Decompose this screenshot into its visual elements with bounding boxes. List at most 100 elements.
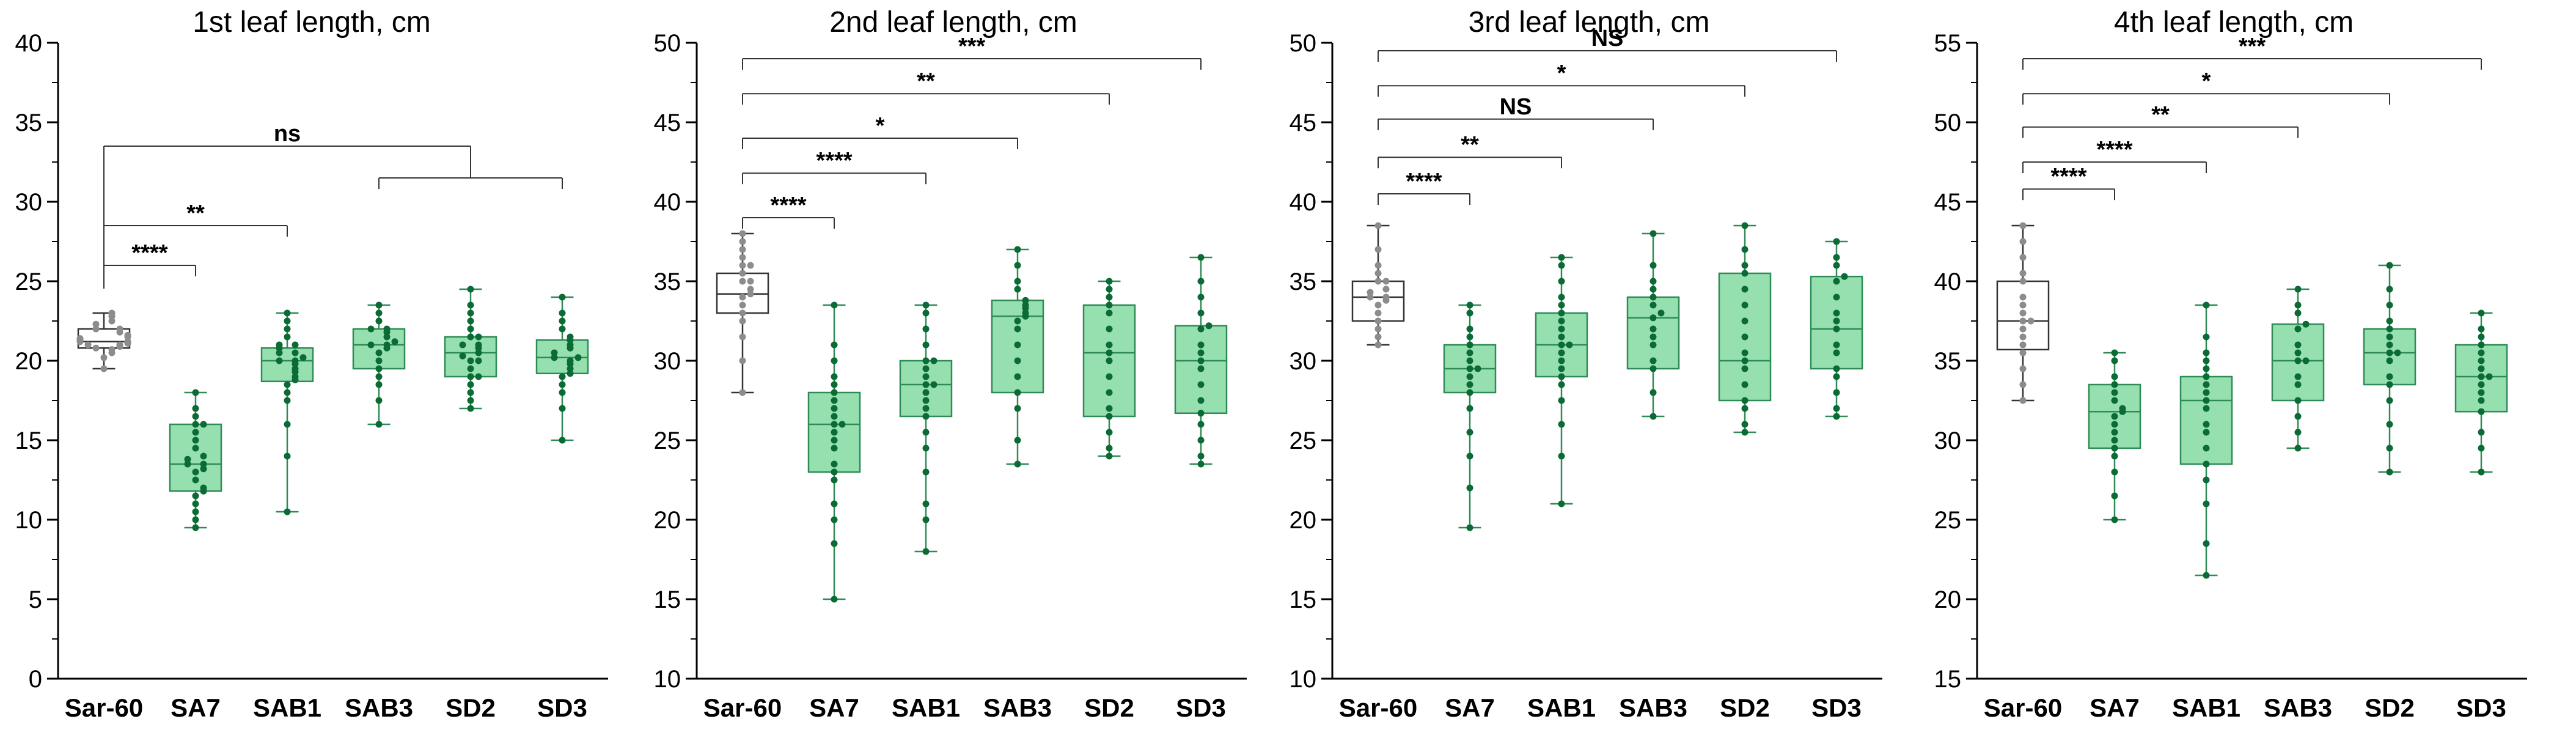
data-point [467, 286, 474, 293]
significance-label: *** [958, 34, 986, 59]
data-point [2203, 476, 2210, 484]
data-point [1197, 293, 1205, 301]
x-category-label: SAB1 [892, 693, 960, 722]
data-point [459, 352, 466, 360]
x-category-label: SD2 [446, 693, 496, 722]
data-point [1106, 373, 1113, 380]
data-point [1106, 278, 1113, 285]
data-point [1649, 286, 1657, 293]
data-point [2294, 349, 2302, 356]
data-point [1106, 413, 1113, 420]
data-point [1833, 309, 1840, 317]
y-tick-label: 45 [654, 109, 681, 136]
data-point [922, 325, 930, 333]
box-SD3 [1174, 254, 1228, 468]
data-point [930, 381, 938, 388]
y-tick-label: 35 [1290, 268, 1317, 295]
box-SD2 [2363, 262, 2416, 476]
data-point [1741, 381, 1749, 388]
data-point [467, 405, 474, 412]
data-point [922, 365, 930, 372]
data-point [284, 317, 291, 325]
data-point [2386, 301, 2393, 309]
data-point [467, 389, 474, 396]
data-point [559, 293, 566, 301]
data-point [100, 354, 108, 361]
data-point [2019, 238, 2027, 245]
data-point [922, 309, 930, 317]
data-point [292, 365, 299, 372]
data-point [2203, 357, 2210, 364]
data-point [831, 397, 838, 404]
data-point [574, 354, 582, 361]
data-point [108, 317, 116, 325]
data-point [1382, 278, 1390, 285]
data-point [2478, 408, 2485, 415]
box-SA7 [169, 389, 222, 531]
data-point [1558, 325, 1565, 333]
data-point [922, 397, 930, 404]
data-point [1205, 322, 1213, 330]
data-point [1106, 389, 1113, 396]
data-point [1466, 429, 1473, 436]
data-point [922, 405, 930, 412]
y-tick-label: 20 [15, 348, 43, 375]
x-category-label: SA7 [809, 693, 859, 722]
data-point [375, 301, 383, 309]
data-point [831, 596, 838, 603]
data-point [1022, 297, 1029, 304]
data-point [831, 373, 838, 380]
data-point [1014, 405, 1021, 412]
significance-bracket: ** [1378, 132, 1562, 169]
data-point [192, 468, 199, 476]
data-point [192, 437, 199, 444]
data-point [2294, 286, 2302, 293]
data-point [459, 341, 466, 349]
panel-2nd-leaf: 2nd leaf length, cm 10 15 20 25 30 35 40 45 50 Sa… [654, 6, 1247, 722]
data-point [108, 346, 116, 353]
data-point [284, 508, 291, 515]
data-point [2203, 365, 2210, 372]
y-tick-label: 50 [1290, 30, 1317, 57]
y-tick-label: 20 [1290, 507, 1317, 534]
significance-label: **** [131, 240, 167, 266]
data-point [1106, 286, 1113, 293]
data-point [1741, 397, 1749, 404]
data-point [184, 456, 191, 463]
data-point [831, 413, 838, 420]
data-point [1014, 262, 1021, 269]
data-point [2294, 429, 2302, 436]
significance-bracket: ns [103, 121, 563, 289]
data-point [475, 349, 482, 356]
data-point [1558, 278, 1565, 285]
y-tick-label: 10 [654, 666, 681, 693]
data-point [1558, 397, 1565, 404]
data-point [367, 325, 375, 333]
box-SD2 [1718, 222, 1772, 436]
x-category-label: Sar-60 [1339, 693, 1417, 722]
data-point [375, 317, 383, 325]
data-point [2019, 317, 2027, 325]
data-point [1022, 301, 1029, 309]
data-point [1741, 246, 1749, 253]
data-point [567, 333, 574, 341]
data-point [1014, 286, 1021, 293]
data-point [2203, 500, 2210, 507]
data-point [2478, 389, 2485, 396]
x-category-label: SD2 [1720, 693, 1770, 722]
y-tick-label: 35 [15, 109, 43, 136]
data-point [1649, 325, 1657, 333]
data-point [739, 270, 746, 277]
data-point [1558, 262, 1565, 269]
data-point [284, 333, 291, 341]
data-point [1558, 365, 1565, 372]
significance-bracket: **** [742, 193, 835, 229]
data-point [1197, 357, 1205, 364]
box-SD3 [2454, 309, 2508, 476]
y-tick-label: 25 [654, 427, 681, 454]
data-point [1014, 278, 1021, 285]
data-point [1466, 524, 1473, 531]
x-category-label: SD3 [2456, 693, 2506, 722]
data-point [831, 341, 838, 349]
data-point [284, 452, 291, 460]
